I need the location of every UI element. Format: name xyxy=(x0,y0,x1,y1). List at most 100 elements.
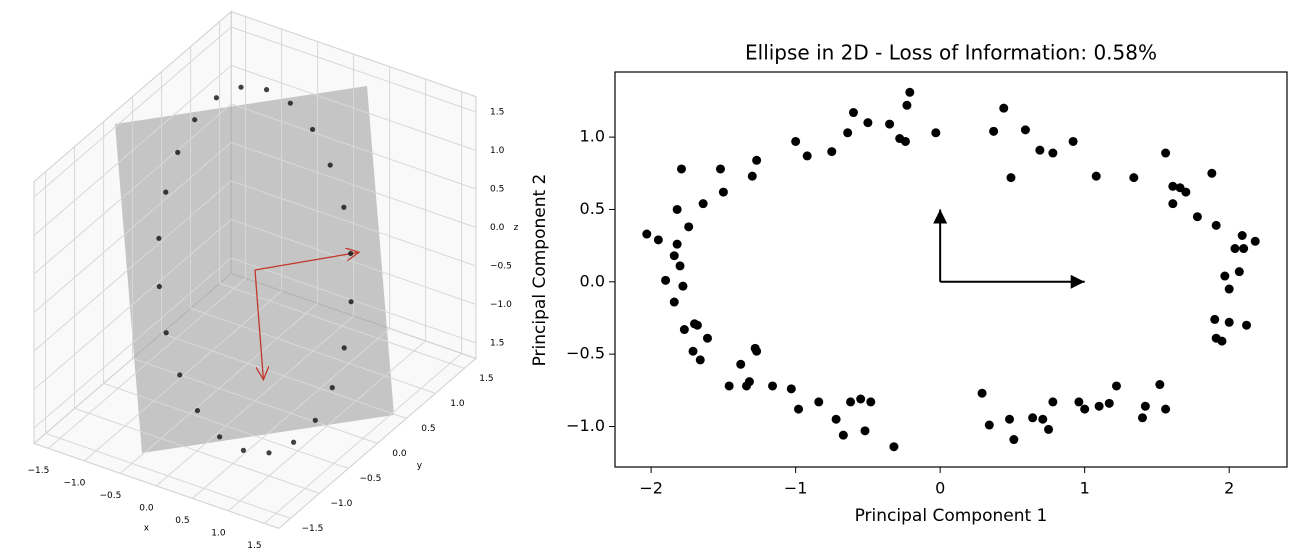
point xyxy=(341,204,347,210)
point xyxy=(678,281,688,291)
point xyxy=(1104,398,1114,408)
panel-2d: Ellipse in 2D - Loss of Information: 0.5… xyxy=(530,41,1288,526)
point xyxy=(327,162,333,168)
grid-line xyxy=(231,257,477,344)
grid-line xyxy=(74,407,320,494)
x-tick-label: −2 xyxy=(639,479,663,498)
y-axis-label: Principal Component 2 xyxy=(530,174,550,367)
point xyxy=(1168,199,1178,209)
point xyxy=(669,297,679,307)
point xyxy=(752,346,762,356)
point xyxy=(661,275,671,285)
x-tick-label: −1.5 xyxy=(27,466,49,476)
grid-line xyxy=(132,357,378,444)
point xyxy=(744,377,754,387)
y-tick-label: 0.0 xyxy=(392,449,407,459)
grid-line xyxy=(33,219,232,390)
z-tick-label: 1.5 xyxy=(490,339,504,349)
grid-line xyxy=(231,103,477,190)
point xyxy=(672,204,682,214)
z-tick-label: 1.0 xyxy=(490,146,505,156)
point xyxy=(194,407,201,414)
y-tick-label: −1.0 xyxy=(330,499,352,509)
grid-line xyxy=(33,26,232,198)
grid-line xyxy=(231,142,477,228)
point xyxy=(843,128,853,138)
point xyxy=(794,404,804,414)
grid-line xyxy=(45,432,291,519)
point xyxy=(1094,401,1104,411)
x-tick-label: 0.0 xyxy=(139,503,154,513)
z-tick-label: 0.0 xyxy=(490,223,505,233)
point xyxy=(1048,397,1058,407)
point xyxy=(1220,271,1230,281)
point xyxy=(217,434,223,440)
point xyxy=(831,414,841,424)
x-tick-label: −0.5 xyxy=(99,491,121,501)
grid-line xyxy=(33,65,232,236)
point xyxy=(1210,314,1220,324)
point xyxy=(290,439,297,445)
x-tick-label: 1.5 xyxy=(247,541,261,551)
point xyxy=(984,420,994,430)
point xyxy=(1091,171,1101,181)
point xyxy=(1129,173,1139,183)
point xyxy=(1207,168,1217,178)
point xyxy=(240,447,247,453)
chart-title: Ellipse in 2D - Loss of Information: 0.5… xyxy=(745,41,1157,65)
y-tick-label: 0.0 xyxy=(580,271,605,290)
point xyxy=(163,189,169,195)
point xyxy=(1068,136,1078,146)
grid-line xyxy=(190,307,436,394)
point xyxy=(977,388,987,398)
x-tick-label: −1 xyxy=(784,479,808,498)
point xyxy=(1137,413,1147,423)
point xyxy=(1217,336,1227,346)
point xyxy=(848,108,858,118)
point xyxy=(1234,267,1244,277)
point xyxy=(1080,404,1090,414)
point xyxy=(287,100,293,106)
point xyxy=(999,103,1009,113)
point xyxy=(1237,230,1247,240)
point xyxy=(1161,148,1171,158)
point xyxy=(698,199,708,209)
point xyxy=(802,151,812,161)
grid-line xyxy=(161,332,407,419)
point xyxy=(1168,181,1178,191)
point xyxy=(1250,236,1260,246)
panel-3d: −1.5 −1.0 −0.5 0.0 0.5 1.0 1.5 −1.5 −1.0 −0.5 0.0 0… xyxy=(27,10,519,551)
point xyxy=(177,372,183,378)
y-tick-label: −1.5 xyxy=(301,524,323,534)
point xyxy=(866,397,876,407)
point xyxy=(736,359,746,369)
point xyxy=(905,87,915,97)
point xyxy=(1242,320,1252,330)
grid-line xyxy=(231,180,477,267)
component-arrow xyxy=(254,252,359,271)
y-tick-label: 1.0 xyxy=(450,399,465,409)
point xyxy=(1239,244,1249,254)
y-tick-label: −0.5 xyxy=(359,474,381,484)
y-tick-label: 0.5 xyxy=(421,424,435,434)
y-axis-label: y xyxy=(417,461,423,471)
point xyxy=(1074,397,1084,407)
z-tick-label: −1.0 xyxy=(490,300,512,310)
grid-line xyxy=(231,26,477,113)
point xyxy=(931,128,941,138)
point xyxy=(156,283,162,290)
point xyxy=(902,100,912,110)
point xyxy=(312,417,318,423)
point xyxy=(688,346,698,356)
point xyxy=(900,136,910,146)
point xyxy=(889,442,899,452)
x-tick-label: 1 xyxy=(1080,479,1090,498)
grid-line xyxy=(33,257,232,429)
point xyxy=(791,136,801,146)
z-tick-label: 1.5 xyxy=(490,108,504,118)
point xyxy=(1009,435,1019,445)
point xyxy=(266,450,272,456)
point xyxy=(702,333,712,343)
grid-line xyxy=(33,103,232,275)
